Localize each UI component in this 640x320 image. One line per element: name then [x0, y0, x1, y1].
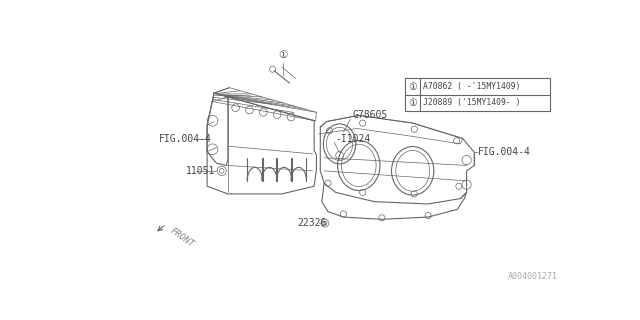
FancyBboxPatch shape	[405, 78, 550, 111]
Text: A70862 ( -'15MY1409): A70862 ( -'15MY1409)	[422, 82, 520, 91]
Text: FIG.004-4: FIG.004-4	[478, 147, 531, 156]
Text: -I1024: -I1024	[336, 133, 371, 143]
Text: ①: ①	[278, 50, 288, 60]
Text: J20889 ('15MY1409- ): J20889 ('15MY1409- )	[422, 98, 520, 107]
Text: A004001271: A004001271	[508, 272, 557, 281]
Text: G78605: G78605	[353, 110, 388, 120]
Text: 11051: 11051	[186, 166, 216, 176]
Text: ①: ①	[408, 82, 417, 92]
Text: ①: ①	[408, 98, 417, 108]
Text: FRONT: FRONT	[168, 226, 196, 249]
Text: 22326: 22326	[297, 218, 326, 228]
Text: FIG.004-4: FIG.004-4	[159, 133, 211, 143]
